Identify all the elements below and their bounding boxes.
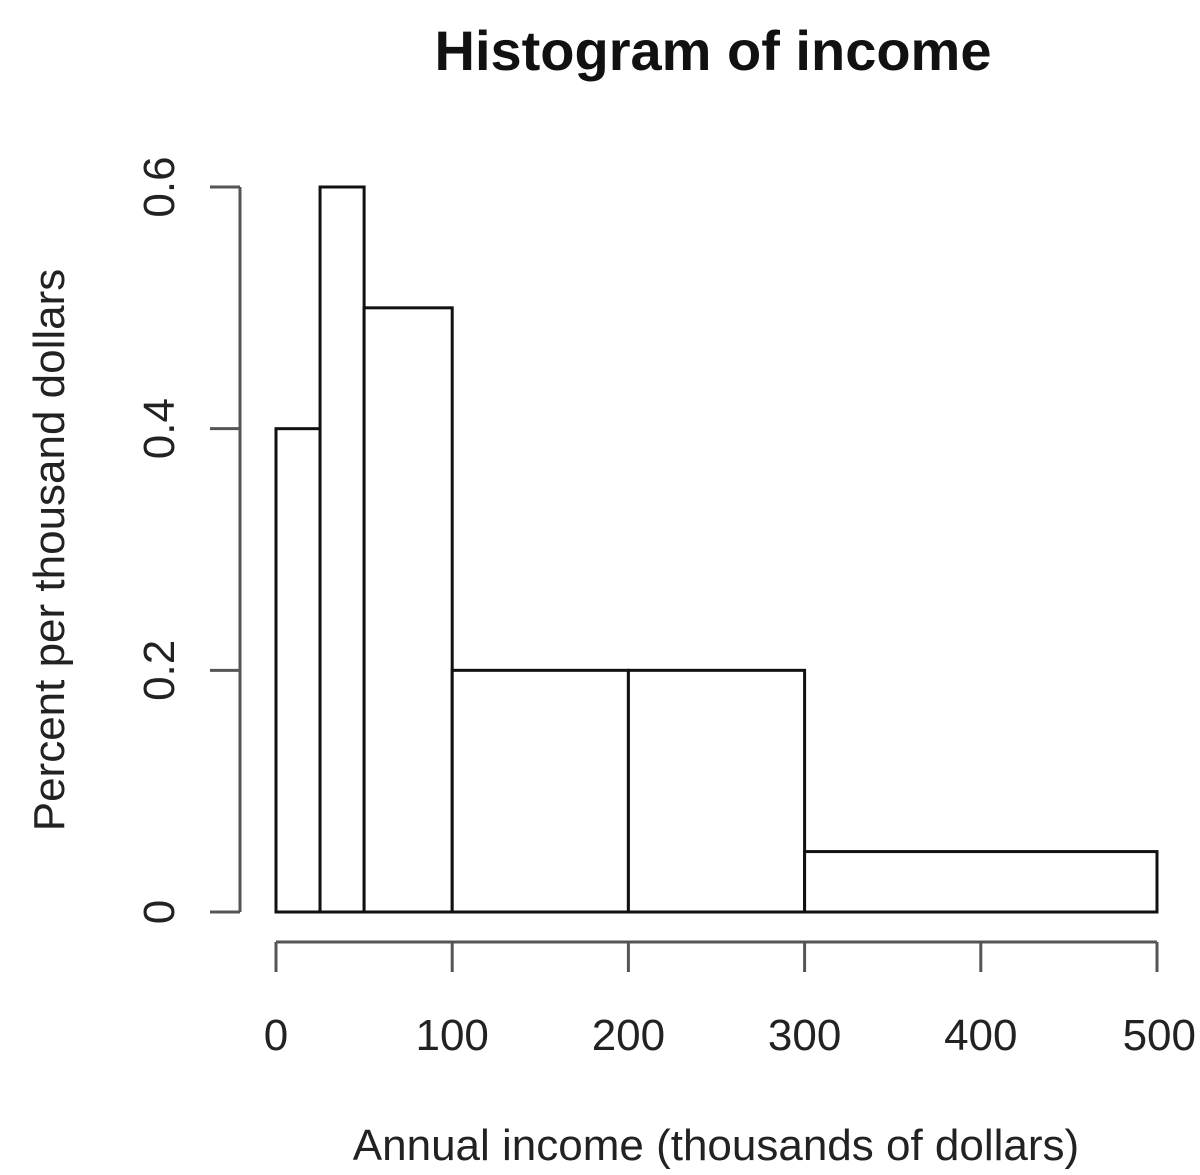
histogram-bar-4 [450,668,630,914]
x-tick-label: 100 [415,1011,488,1060]
y-tick-label: 0.4 [135,398,184,459]
bars-layer [274,185,1159,914]
x-tick-label: 400 [944,1011,1017,1060]
x-tick-label: 0 [264,1011,288,1060]
y-tick-label: 0.6 [135,156,184,217]
y-axis-label: Percent per thousand dollars [25,269,74,832]
x-tick-label: 300 [768,1011,841,1060]
histogram-bar-5 [626,668,807,914]
histogram-bar-6 [803,850,1159,914]
x-tick-label: 200 [592,1011,665,1060]
histogram-bar-1 [274,427,322,914]
histogram-bar-2 [318,185,366,914]
histogram-bar-3 [362,306,454,914]
y-tick-label: 0.2 [135,640,184,701]
x-tick-label: 500 [1123,1011,1196,1060]
y-tick-label: 0 [135,900,184,924]
y-axis: 0 0.2 0.4 0.6 [135,156,242,924]
x-axis: 0 100 200 300 400 500 [264,940,1196,1060]
x-axis-label: Annual income (thousands of dollars) [353,1121,1079,1170]
chart-title: Histogram of income [435,19,992,82]
